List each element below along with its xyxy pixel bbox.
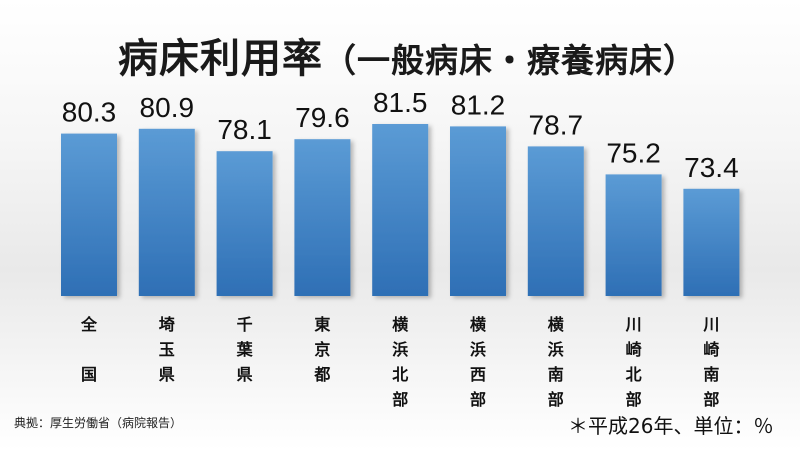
bar-7	[605, 174, 662, 296]
category-char: 浜	[470, 340, 486, 359]
value-label-6: 78.7	[529, 109, 584, 140]
bar-1	[138, 128, 195, 296]
chart-title-sub: （一般病床・療養病床）	[323, 41, 697, 80]
value-label-2: 78.1	[217, 114, 272, 145]
bar-5	[450, 126, 506, 297]
category-char: 崎	[626, 340, 642, 359]
chart-title-main: 病床利用率	[118, 36, 323, 82]
category-char: 川	[625, 315, 642, 334]
category-char: 京	[314, 340, 330, 359]
bar-0	[61, 133, 117, 296]
category-char: 浜	[548, 340, 564, 359]
category-char: 千	[237, 315, 253, 334]
bar-8	[683, 188, 740, 296]
category-char: 県	[159, 365, 175, 384]
category-char: 部	[470, 390, 486, 409]
bar-2	[216, 151, 273, 296]
category-char: 横	[548, 315, 565, 334]
value-label-7: 75.2	[606, 137, 661, 168]
category-char: 西	[470, 365, 486, 384]
category-char: 崎	[703, 340, 719, 359]
unit-note: ＊平成26年、単位：％	[568, 414, 774, 438]
category-char: 県	[237, 365, 253, 384]
category-char: 葉	[236, 340, 254, 359]
category-char: 南	[548, 365, 564, 384]
category-char: 川	[702, 315, 719, 334]
category-char: 部	[392, 390, 408, 409]
category-char: 北	[392, 365, 408, 384]
category-char: 横	[392, 315, 409, 334]
value-label-1: 80.9	[140, 92, 195, 123]
chart-title: 病床利用率（一般病床・療養病床）	[118, 26, 778, 86]
category-char: 浜	[392, 340, 408, 359]
category-char: 北	[626, 365, 642, 384]
category-char: 国	[81, 365, 97, 384]
category-char: 部	[548, 390, 564, 409]
category-label-1: 埼玉県	[159, 315, 175, 384]
category-label-0: 全国	[80, 315, 98, 384]
bar-3	[294, 139, 351, 296]
category-char: 埼	[159, 315, 175, 334]
category-char: 東	[314, 315, 330, 334]
bars-group	[61, 124, 740, 297]
category-label-2: 千葉県	[236, 315, 254, 384]
category-char: 全	[80, 315, 98, 334]
bar-4	[372, 124, 429, 296]
bar-6	[527, 146, 584, 296]
value-label-5: 81.2	[451, 89, 506, 120]
category-char: 都	[313, 365, 330, 384]
value-labels-group: 80.3 80.9 78.1 79.6 81.5 81.2 78.7 75.2 73.4	[62, 87, 739, 183]
category-char: 部	[703, 390, 719, 409]
value-label-4: 81.5	[373, 87, 428, 118]
category-char: 南	[703, 365, 719, 384]
category-char: 玉	[159, 340, 175, 359]
value-label-8: 73.4	[684, 152, 739, 183]
category-label-3: 東京都	[313, 315, 330, 384]
value-label-3: 79.6	[295, 102, 350, 133]
value-label-0: 80.3	[62, 97, 117, 128]
category-char: 部	[626, 390, 642, 409]
source-note: 典拠：厚生労働省（病院報告）	[14, 416, 183, 430]
category-char: 横	[470, 315, 487, 334]
